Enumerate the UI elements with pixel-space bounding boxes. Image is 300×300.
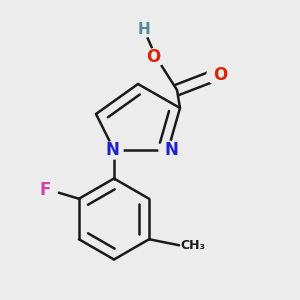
Circle shape [207,66,225,84]
Text: F: F [40,181,51,199]
Circle shape [136,22,152,38]
Circle shape [147,48,165,66]
Circle shape [105,141,123,159]
Circle shape [159,141,177,159]
Text: CH₃: CH₃ [181,239,206,252]
Text: N: N [164,141,178,159]
Circle shape [40,181,58,199]
Text: O: O [146,48,160,66]
Text: N: N [106,141,119,159]
Text: H: H [138,22,150,38]
Text: O: O [213,66,228,84]
